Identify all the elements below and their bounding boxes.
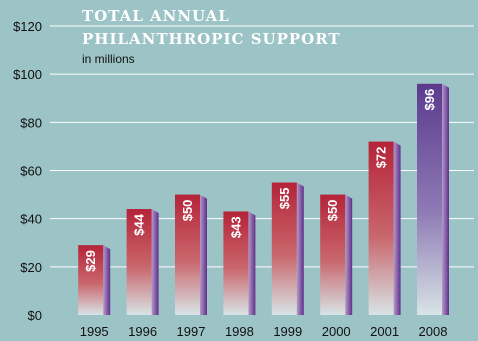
bar-side bbox=[296, 182, 304, 315]
x-tick-label: 1998 bbox=[225, 324, 254, 339]
x-axis-ticks: 1995 1996 1997 1998 1999 2000 2001 2008 bbox=[80, 324, 448, 339]
bar-value-label: $55 bbox=[277, 188, 292, 210]
bar-value-label: $43 bbox=[228, 216, 243, 238]
bar-value-label: $50 bbox=[325, 200, 340, 222]
bar-1998 bbox=[223, 211, 249, 315]
y-tick-label: $20 bbox=[20, 260, 42, 275]
y-tick-label: $80 bbox=[20, 115, 42, 130]
grid-lines bbox=[50, 25, 474, 268]
bar-side bbox=[248, 211, 256, 315]
x-tick-label: 2001 bbox=[370, 324, 399, 339]
bar-side bbox=[151, 209, 159, 315]
bar-2000 bbox=[320, 194, 346, 315]
y-tick-label: $40 bbox=[20, 212, 42, 227]
x-tick-label: 2008 bbox=[419, 324, 448, 339]
x-tick-label: 2000 bbox=[322, 324, 351, 339]
bar-side bbox=[103, 245, 111, 315]
bar-value-label: $29 bbox=[83, 250, 98, 272]
y-tick-label: $0 bbox=[28, 308, 42, 323]
bar-1996 bbox=[126, 209, 152, 315]
y-tick-label: $60 bbox=[20, 164, 42, 179]
y-tick-label: $100 bbox=[13, 67, 42, 82]
bar-value-label: $50 bbox=[180, 200, 195, 222]
bar-value-label: $72 bbox=[374, 147, 389, 169]
bar-value-label: $96 bbox=[422, 89, 437, 111]
bar-2001 bbox=[368, 141, 394, 315]
x-tick-label: 1997 bbox=[177, 324, 206, 339]
x-tick-label: 1996 bbox=[128, 324, 157, 339]
bar-side bbox=[393, 141, 401, 315]
bar-1999 bbox=[271, 182, 297, 315]
bar-side bbox=[345, 194, 353, 315]
bar-2008 bbox=[417, 83, 442, 315]
chart-title-line-2: PHILANTHROPIC SUPPORT bbox=[82, 30, 341, 48]
bars: $29 $44 $50 $43 $55 $50 $72 $96 bbox=[78, 83, 449, 315]
x-tick-label: 1999 bbox=[273, 324, 302, 339]
y-axis-ticks: $0 $20 $40 $60 $80 $100 $120 bbox=[13, 19, 42, 323]
bar-side bbox=[442, 83, 449, 315]
chart-title-line-1: TOTAL ANNUAL bbox=[82, 7, 230, 25]
x-tick-label: 1995 bbox=[80, 324, 109, 339]
bar-1995 bbox=[78, 245, 104, 315]
bar-value-label: $44 bbox=[132, 213, 147, 235]
bar-1997 bbox=[175, 194, 200, 315]
chart-subtitle: in millions bbox=[82, 52, 135, 66]
y-tick-label: $120 bbox=[13, 19, 42, 34]
bar-side bbox=[200, 194, 207, 315]
